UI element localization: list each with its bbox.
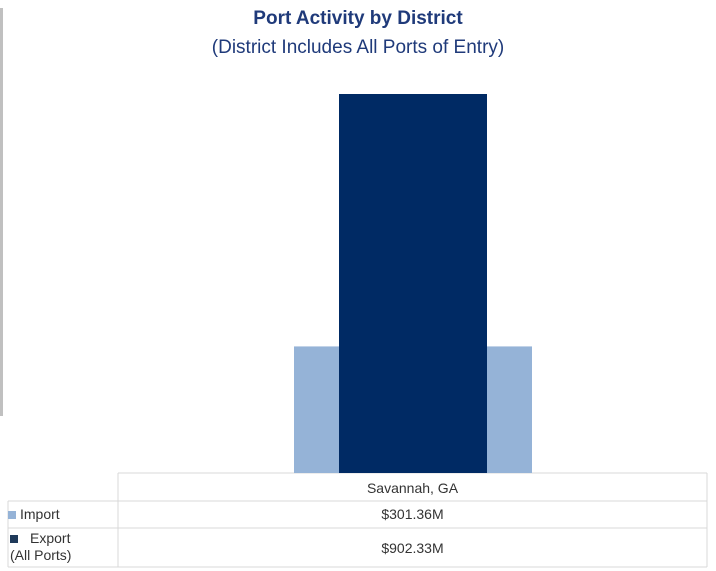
chart-title: Port Activity by District: [253, 8, 463, 29]
legend-import-label: Import: [20, 506, 60, 522]
left-border-rule: [0, 8, 3, 416]
legend-export-label-line2: (All Ports): [10, 547, 72, 563]
legend-export: Export (All Ports): [8, 530, 114, 564]
legend-export-label-line1: Export: [30, 530, 71, 546]
legend-import: Import: [8, 506, 60, 523]
import-swatch: [8, 511, 16, 520]
category-label: Savannah, GA: [366, 480, 459, 496]
export-bar: [339, 94, 487, 473]
chart-subtitle: (District Includes All Ports of Entry): [211, 37, 505, 58]
export-value-label: $902.33M: [381, 540, 444, 556]
export-swatch: [10, 535, 18, 544]
bars-group: [294, 94, 532, 473]
import-value-label: $301.36M: [381, 506, 444, 522]
